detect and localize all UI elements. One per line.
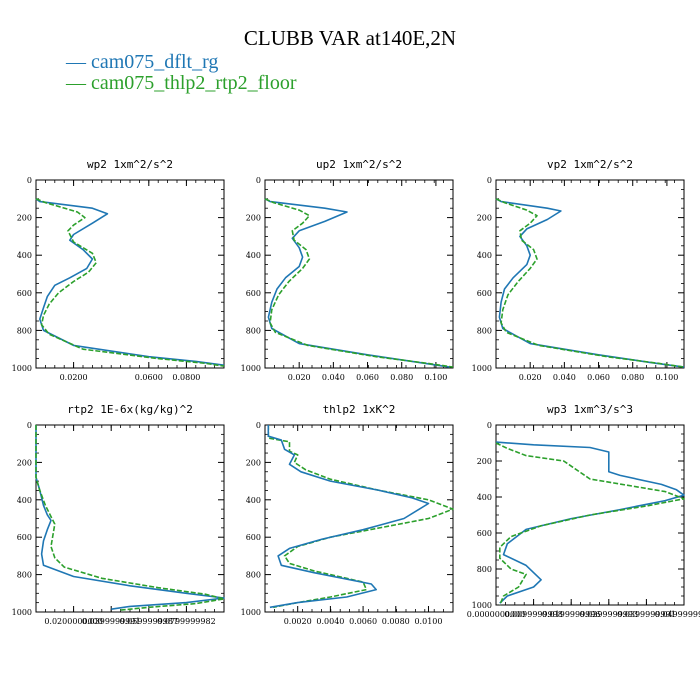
x-tick-label: 0.100 — [655, 373, 678, 382]
y-tick-label: 0 — [27, 421, 32, 430]
y-tick-label: 1000 — [12, 364, 32, 373]
series-line — [495, 198, 685, 368]
x-tick-label: 0.0200000000 — [44, 617, 103, 626]
x-tick-label: 0.100 — [424, 373, 447, 382]
panel-title: wp2 1xm^2/s^2 — [87, 158, 173, 171]
y-tick-label: 600 — [246, 533, 261, 542]
x-tick-label: 0.0200 — [60, 373, 88, 382]
y-tick-label: 800 — [246, 571, 261, 580]
x-tick-label: 0.0799999982 — [157, 617, 216, 626]
series-line — [495, 442, 685, 606]
legend-entry-dflt: — cam075_dflt_rg — [66, 51, 218, 74]
y-tick-label: 0 — [487, 176, 492, 185]
y-tick-label: 600 — [477, 529, 492, 538]
x-tick-label: 0.0299999993 — [580, 610, 639, 619]
x-tick-label: 0.0599999987 — [120, 617, 179, 626]
x-tick-label: 0.0099999998 — [504, 610, 563, 619]
y-tick-label: 600 — [477, 289, 492, 298]
y-tick-label: 600 — [17, 289, 32, 298]
x-tick-label: 0.0000000000 — [467, 610, 526, 619]
x-tick-label: 0.0199999996 — [542, 610, 601, 619]
legend-entry-floor: — cam075_thlp2_rtp2_floor — [66, 72, 297, 95]
series-line — [264, 198, 454, 368]
x-tick-label: 0.060 — [587, 373, 610, 382]
y-tick-label: 0 — [256, 176, 261, 185]
x-tick-label: 0.0100 — [414, 617, 442, 626]
y-tick-label: 400 — [477, 251, 492, 260]
x-tick-label: 0.020 — [519, 373, 542, 382]
y-tick-label: 600 — [246, 289, 261, 298]
x-tick-label: 0.0399999991 — [82, 617, 141, 626]
x-tick-label: 0.0600 — [135, 373, 163, 382]
y-tick-label: 400 — [246, 251, 261, 260]
x-tick-label: 0.060 — [356, 373, 379, 382]
x-tick-label: 0.0800 — [172, 373, 200, 382]
series-line — [35, 425, 225, 611]
y-tick-label: 0 — [487, 421, 492, 430]
panel-title: rtp2 1E-6x(kg/kg)^2 — [67, 403, 193, 416]
panel-frame — [35, 424, 225, 613]
legend-label: cam075_dflt_rg — [91, 51, 219, 73]
x-tick-label: 0.0499999997 — [655, 610, 700, 619]
y-tick-label: 0 — [27, 176, 32, 185]
y-tick-label: 400 — [246, 496, 261, 505]
y-tick-label: 400 — [17, 251, 32, 260]
y-tick-label: 0 — [256, 421, 261, 430]
y-tick-label: 800 — [17, 571, 32, 580]
panel-title: up2 1xm^2/s^2 — [316, 158, 402, 171]
y-tick-label: 400 — [17, 496, 32, 505]
y-tick-label: 800 — [246, 326, 261, 335]
y-tick-label: 200 — [246, 214, 261, 223]
series-line — [35, 198, 225, 367]
y-tick-label: 1000 — [12, 608, 32, 617]
x-tick-label: 0.040 — [322, 373, 345, 382]
series-line — [267, 425, 454, 609]
y-tick-label: 800 — [17, 326, 32, 335]
y-tick-label: 200 — [477, 457, 492, 466]
series-line — [35, 425, 225, 610]
y-tick-label: 600 — [17, 533, 32, 542]
x-tick-label: 0.0040 — [316, 617, 344, 626]
y-tick-label: 400 — [477, 493, 492, 502]
x-tick-label: 0.0020 — [284, 617, 312, 626]
x-tick-label: 0.080 — [621, 373, 644, 382]
y-tick-label: 1000 — [241, 364, 261, 373]
panel-frame — [264, 424, 454, 613]
legend-marker: — — [66, 51, 91, 73]
x-tick-label: 0.0060 — [349, 617, 377, 626]
legend-label: cam075_thlp2_rtp2_floor — [91, 72, 297, 94]
y-tick-label: 200 — [17, 214, 32, 223]
y-tick-label: 1000 — [241, 608, 261, 617]
y-tick-label: 800 — [477, 326, 492, 335]
x-tick-label: 0.0080 — [382, 617, 410, 626]
y-tick-label: 200 — [17, 458, 32, 467]
x-tick-label: 0.040 — [553, 373, 576, 382]
x-tick-label: 0.0399999991 — [617, 610, 676, 619]
panel-title: wp3 1xm^3/s^3 — [547, 403, 633, 416]
figure-title: CLUBB VAR at140E,2N — [243, 26, 457, 50]
legend-marker: — — [66, 72, 91, 94]
series-line — [495, 198, 685, 368]
x-tick-label: 0.020 — [288, 373, 311, 382]
panel-title: thlp2 1xK^2 — [323, 403, 396, 416]
y-tick-label: 200 — [477, 214, 492, 223]
series-line — [35, 198, 225, 366]
series-line — [267, 425, 430, 609]
y-tick-label: 800 — [477, 565, 492, 574]
x-tick-label: 0.080 — [390, 373, 413, 382]
y-tick-label: 200 — [246, 458, 261, 467]
y-tick-label: 1000 — [472, 364, 492, 373]
panel-title: vp2 1xm^2/s^2 — [547, 158, 633, 171]
y-tick-label: 1000 — [472, 601, 492, 610]
series-line — [264, 198, 450, 368]
series-line — [495, 441, 685, 604]
